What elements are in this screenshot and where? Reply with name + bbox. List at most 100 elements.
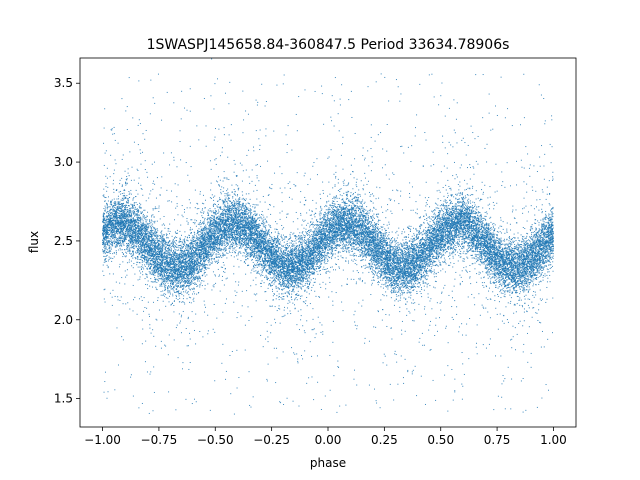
data-point	[374, 251, 376, 253]
data-point	[235, 184, 237, 186]
data-point	[160, 291, 162, 293]
data-point	[219, 179, 221, 181]
data-point	[508, 248, 510, 250]
data-point	[490, 269, 492, 271]
data-point	[334, 253, 336, 255]
data-point	[403, 244, 405, 246]
data-point	[193, 300, 195, 302]
data-point	[507, 244, 509, 246]
data-point	[164, 288, 166, 290]
data-point	[291, 264, 293, 266]
data-point	[352, 193, 354, 195]
data-point	[130, 212, 132, 214]
data-point	[283, 298, 285, 300]
data-point	[485, 264, 487, 266]
data-point	[361, 281, 363, 283]
data-point	[526, 262, 528, 264]
data-point	[409, 288, 411, 290]
data-point	[183, 211, 185, 213]
data-point	[255, 221, 257, 223]
data-point	[467, 226, 469, 228]
data-point	[151, 237, 153, 239]
data-point	[498, 241, 500, 243]
data-point	[223, 233, 225, 235]
data-point	[459, 249, 461, 251]
data-point	[432, 270, 434, 272]
data-point	[403, 257, 405, 259]
data-point	[395, 250, 397, 251]
data-point	[498, 240, 500, 242]
data-point	[103, 246, 105, 248]
data-point	[191, 282, 193, 284]
data-point	[362, 272, 364, 274]
data-point	[166, 233, 168, 235]
data-point	[390, 271, 392, 273]
data-point	[537, 272, 539, 274]
data-point	[476, 249, 478, 251]
data-point	[359, 195, 361, 197]
data-point	[495, 163, 497, 165]
data-point	[372, 226, 374, 228]
data-point	[265, 128, 267, 130]
data-point	[263, 268, 265, 270]
data-point	[351, 242, 353, 244]
data-point	[415, 257, 417, 259]
data-point	[534, 291, 536, 293]
data-point	[244, 222, 246, 224]
data-point	[495, 273, 497, 275]
data-point	[289, 301, 291, 303]
data-point	[374, 251, 376, 253]
data-point	[300, 274, 302, 276]
data-point	[223, 248, 225, 250]
data-point	[422, 257, 424, 259]
data-point	[355, 244, 357, 246]
data-point	[437, 265, 439, 267]
data-point	[131, 241, 133, 243]
data-point	[251, 254, 253, 256]
data-point	[338, 244, 340, 246]
data-point	[510, 269, 512, 271]
data-point	[102, 213, 104, 215]
data-point	[388, 100, 390, 102]
data-point	[234, 252, 236, 254]
data-point	[187, 272, 189, 274]
data-point	[521, 305, 523, 307]
data-point	[473, 240, 475, 242]
data-point	[475, 258, 477, 260]
data-point	[497, 395, 499, 397]
data-point	[189, 280, 191, 282]
data-point	[443, 235, 445, 237]
data-point	[109, 216, 111, 218]
data-point	[322, 260, 324, 262]
data-point	[387, 286, 389, 288]
data-point	[144, 307, 146, 308]
data-point	[516, 333, 518, 335]
data-point	[324, 243, 326, 245]
data-point	[439, 191, 441, 193]
data-point	[205, 243, 207, 245]
data-point	[133, 243, 135, 245]
data-point	[298, 268, 300, 270]
data-point	[211, 215, 213, 217]
data-point	[392, 270, 394, 272]
data-point	[151, 253, 153, 255]
data-point	[286, 243, 288, 245]
chart-title: 1SWASPJ145658.84-360847.5 Period 33634.7…	[147, 37, 510, 53]
data-point	[249, 211, 251, 213]
data-point	[198, 244, 200, 246]
data-point	[407, 258, 409, 260]
data-point	[488, 265, 490, 267]
data-point	[481, 221, 483, 223]
data-point	[471, 206, 473, 208]
data-point	[437, 250, 439, 252]
data-point	[207, 209, 209, 211]
data-point	[225, 200, 227, 202]
data-point	[511, 281, 513, 283]
data-point	[289, 290, 291, 292]
data-point	[344, 226, 346, 228]
data-point	[109, 257, 111, 259]
data-point	[241, 290, 243, 292]
data-point	[256, 237, 258, 239]
data-point	[481, 220, 483, 222]
data-point	[278, 262, 280, 264]
